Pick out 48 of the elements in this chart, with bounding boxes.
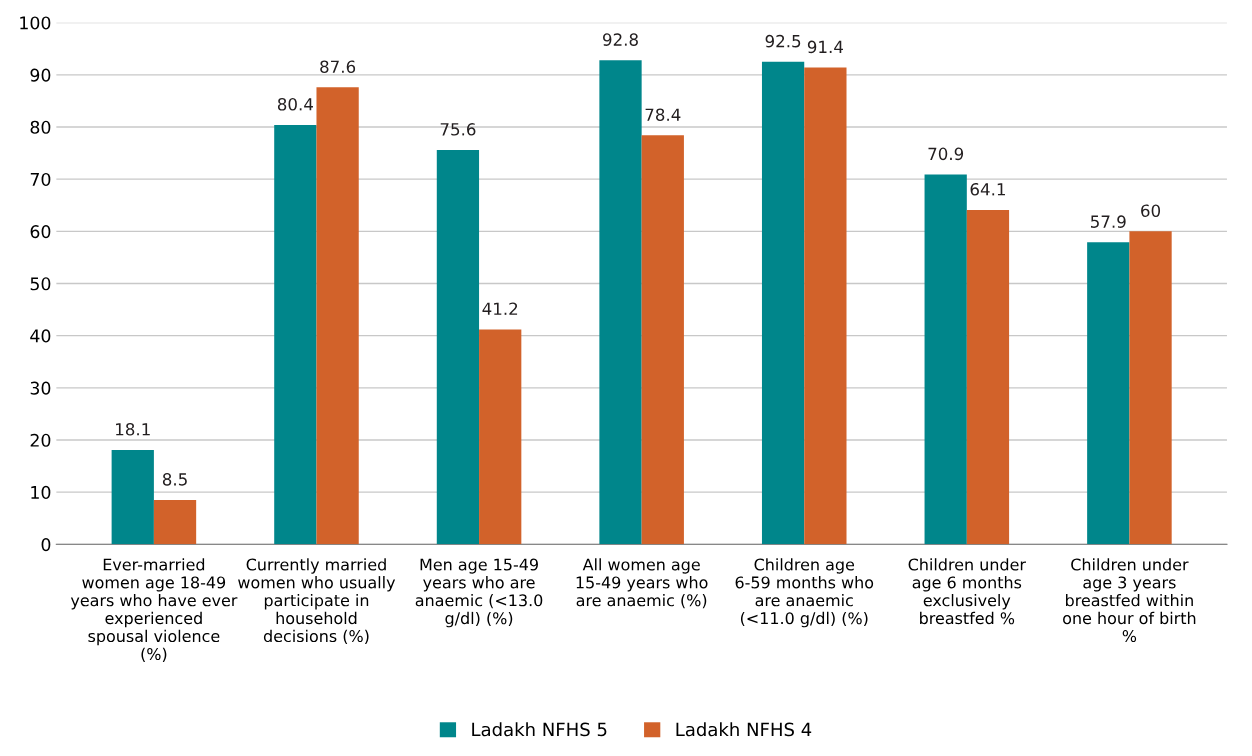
data-label: 80.4 (277, 97, 313, 111)
y-tick-label: 60 (30, 225, 51, 239)
bar (274, 124, 317, 545)
y-tick-label: 40 (30, 329, 51, 343)
data-label: 92.5 (765, 34, 801, 48)
x-tick-label: Children age 6-59 months who are anaemic (<11.0 g/dl) (%) (735, 558, 874, 628)
data-label: 41.2 (482, 302, 518, 315)
bar (111, 449, 154, 545)
y-tick-label: 90 (30, 68, 51, 82)
x-tick-label: Men age 15-49 years who are anaemic (<13.0 g/dl) (%) (415, 558, 543, 628)
bar (641, 135, 684, 545)
legend-label: Ladakh NFHS 4 (676, 722, 812, 737)
x-tick-label: All women age 15-49 years who are anaemic (%) (576, 558, 708, 609)
data-label: 75.6 (440, 123, 476, 136)
y-tick-label: 30 (30, 381, 51, 395)
y-tick-label: 20 (30, 433, 51, 447)
data-label: 8.5 (162, 473, 187, 486)
y-tick-label: 50 (30, 277, 51, 291)
x-tick-label: Ever-married women age 18-49 years who have ever experienced spousal violence (%) (70, 558, 238, 662)
data-label: 92.8 (603, 33, 638, 46)
bar (436, 149, 480, 545)
data-label: 60 (1141, 204, 1161, 217)
bar (966, 209, 1010, 545)
y-tick-label: 100 (20, 16, 51, 30)
x-tick-label: Children under age 3 years breastfed within one hour of birth % (1063, 558, 1196, 643)
data-label: 70.9 (928, 147, 964, 161)
legend-label: Ladakh NFHS 5 (472, 722, 607, 737)
data-label: 64.1 (970, 183, 1005, 196)
x-tick-label: Currently married women who usually participate in household decisions (%) (238, 558, 396, 644)
y-tick-label: 0 (41, 538, 51, 552)
y-tick-label: 10 (31, 485, 51, 499)
bar (316, 87, 359, 545)
bar (479, 329, 522, 545)
bar (599, 60, 642, 545)
data-label: 78.4 (645, 108, 681, 122)
y-tick-label: 80 (30, 120, 51, 134)
bar (1087, 242, 1130, 545)
bar (153, 499, 197, 545)
bar (1129, 231, 1172, 545)
data-label: 91.4 (807, 40, 843, 54)
x-tick-label: Children under age 6 months exclusively breastfed % (908, 558, 1026, 625)
bar (924, 174, 967, 545)
data-label: 87.6 (320, 60, 356, 74)
y-tick-label: 70 (30, 172, 51, 187)
data-label: 57.9 (1091, 215, 1126, 228)
data-label: 18.1 (116, 422, 150, 436)
bar (804, 67, 847, 545)
bar (761, 61, 805, 545)
